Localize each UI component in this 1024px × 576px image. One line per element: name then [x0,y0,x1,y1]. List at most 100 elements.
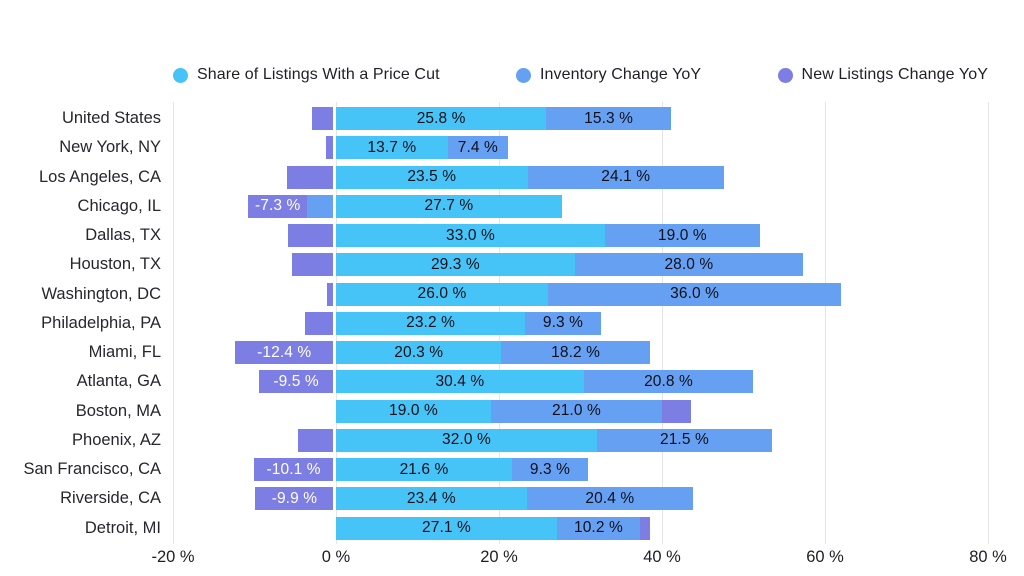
bar-value-label: 20.3 % [394,343,444,361]
legend-label: New Listings Change YoY [801,66,988,83]
bar-segment: 9.3 % [525,311,601,335]
bar-segment [307,194,334,218]
bar-segment: 13.7 % [336,136,448,160]
category-label: Chicago, IL [77,196,161,215]
bar-segment [291,253,334,277]
category-label: Washington, DC [41,284,161,303]
bar-row: Detroit, MI 27.1 % 10.2 % [0,514,1024,543]
x-tick-label: 0 % [321,548,351,566]
category-label: Houston, TX [69,255,161,274]
x-tick-label: 20 % [480,548,518,566]
bar-row: Boston, MA 19.0 % 21.0 % [0,397,1024,426]
bar-segment [327,282,334,306]
bar-track: 30.4 % 20.8 % -9.5 % [173,370,988,394]
category-label: Riverside, CA [60,489,161,508]
bar-segment: 19.0 % [336,399,491,423]
bar-segment: 27.7 % [336,194,562,218]
bar-segment: -7.3 % [247,194,308,218]
bar-segment [326,136,334,160]
bar-segment: -9.5 % [258,370,334,394]
bar-segment: 27.1 % [336,516,557,540]
bar-row: Chicago, IL 27.7 % -7.3 % [0,192,1024,221]
category-label: United States [61,109,161,128]
bar-segment: 20.8 % [583,370,754,394]
bar-segment: 36.0 % [547,282,842,306]
bar-value-label: 7.4 % [457,138,498,156]
bar-row: Washington, DC 26.0 % 36.0 % [0,280,1024,309]
bar-track: 27.7 % -7.3 % [173,194,988,218]
bar-segment: 21.6 % [336,458,513,481]
bar-segment: 20.4 % [526,487,693,511]
grid-line [987,102,989,544]
bar-segment: 21.0 % [490,399,662,423]
bar-segment: 25.8 % [336,107,547,130]
bar-row: San Francisco, CA 21.6 % 9.3 % -10.1 % [0,455,1024,484]
category-label: San Francisco, CA [23,460,161,479]
bar-track: 19.0 % 21.0 % [173,399,988,423]
category-label: Dallas, TX [85,226,161,245]
x-tick-label: 60 % [806,548,844,566]
bar-value-label: -9.9 % [271,489,318,507]
bar-segment: -9.9 % [255,487,334,511]
bar-segment [312,107,334,130]
bar-track: 21.6 % 9.3 % -10.1 % [173,458,988,481]
bar-track: 20.3 % 18.2 % -12.4 % [173,341,988,364]
bar-segment [639,516,650,540]
bar-value-label: 9.3 % [542,314,584,332]
category-label: Detroit, MI [84,518,161,537]
bar-track: 23.4 % 20.4 % -9.9 % [173,487,988,511]
bar-segment: 28.0 % [574,253,803,277]
bar-track: 33.0 % 19.0 % [173,224,988,247]
bar-segment [287,224,334,247]
x-tick-label: 40 % [643,548,681,566]
legend-dot-icon [515,67,531,83]
bar-row: Miami, FL 20.3 % 18.2 % -12.4 % [0,338,1024,367]
bar-segment: -12.4 % [234,341,334,364]
plot-area: United States 25.8 % 15.3 % New York, NY 13.… [0,104,1024,543]
category-label: Miami, FL [88,343,161,362]
bar-row: Atlanta, GA 30.4 % 20.8 % -9.5 % [0,367,1024,396]
bar-segment: 15.3 % [546,107,671,130]
bar-value-label: 30.4 % [435,372,485,390]
bar-row: Los Angeles, CA 23.5 % 24.1 % [0,163,1024,192]
legend-label: Share of Listings With a Price Cut [197,66,440,83]
bar-row: Phoenix, AZ 32.0 % 21.5 % [0,426,1024,455]
bar-segment [297,428,334,452]
bar-track: 26.0 % 36.0 % [173,282,988,306]
bar-segment: 10.2 % [556,516,640,540]
bar-row: Riverside, CA 23.4 % 20.4 % -9.9 % [0,484,1024,513]
bar-value-label: 27.7 % [424,197,474,215]
legend: Share of Listings With a Price Cut Invent… [173,61,988,89]
bar-value-label: 9.3 % [529,460,570,478]
bar-segment: 29.3 % [336,253,575,277]
bar-segment: 26.0 % [336,282,548,306]
bar-row: New York, NY 13.7 % 7.4 % [0,133,1024,162]
bar-segment: 32.0 % [336,428,597,452]
category-label: New York, NY [59,138,161,157]
bar-segment: 19.0 % [604,224,760,247]
bar-segment: 18.2 % [501,341,650,364]
bar-value-label: 18.2 % [551,343,601,361]
x-tick-label: 80 % [969,548,1007,566]
bar-value-label: 23.2 % [406,314,455,332]
bar-value-label: 21.6 % [399,460,449,478]
bar-segment: 7.4 % [447,136,508,160]
bar-value-label: 28.0 % [664,255,714,273]
grid-line [661,102,663,544]
bar-value-label: 13.7 % [367,138,417,156]
category-label: Los Angeles, CA [39,167,161,186]
bar-value-label: 29.3 % [430,255,480,273]
bar-value-label: 19.0 % [657,226,707,244]
legend-item: Inventory Change YoY [515,66,701,84]
bar-value-label: 20.8 % [644,372,693,390]
bar-value-label: -9.5 % [273,372,319,390]
x-axis: -20 % 0 % 20 % 40 % 60 % 80 % [151,548,1006,570]
bar-value-label: 24.1 % [601,168,651,185]
bar-value-label: 15.3 % [584,109,634,127]
bar-track: 13.7 % 7.4 % [173,136,988,160]
legend-item: Share of Listings With a Price Cut [173,66,440,84]
bar-value-label: 20.4 % [585,489,635,507]
grid-line [172,102,174,544]
bar-row: United States 25.8 % 15.3 % [0,104,1024,133]
